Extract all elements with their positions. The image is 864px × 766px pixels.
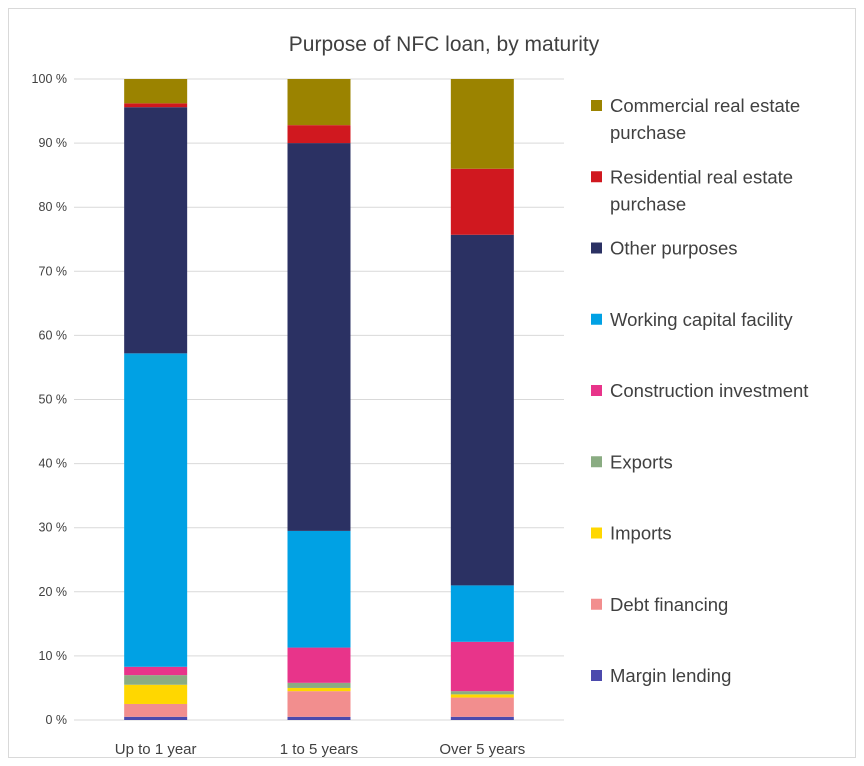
y-tick-label: 100 % [32,72,67,86]
bar-segment [450,716,514,720]
y-tick-label: 80 % [39,200,68,214]
bar-segment [450,694,514,698]
bar-segment [124,666,188,676]
legend-swatch [591,100,602,111]
bar-segment [287,79,351,126]
legend-label: Residential real estate purchase [610,166,793,214]
legend-label: Other purposes [610,238,738,259]
x-tick-label: 1 to 5 years [280,741,358,758]
legend-label: Exports [610,451,673,472]
legend-swatch [591,171,602,183]
bar-segment [124,675,188,685]
bar-segment [124,353,188,667]
bar-segment [450,691,514,695]
legend-swatch [591,385,602,396]
legend-swatch [591,670,602,681]
y-tick-label: 50 % [39,393,68,407]
bar-segment [124,716,188,720]
bar-segment [450,79,514,169]
legend-swatch [591,456,602,468]
y-tick-label: 0 % [45,713,67,727]
bar-segment [450,234,514,586]
bar-segment [124,103,188,108]
y-tick-label: 10 % [39,649,68,663]
bar-segment [287,691,351,717]
legend-label: Imports [610,523,672,544]
chart-frame: Purpose of NFC loan, by maturity 0 % 10 %… [8,8,856,758]
legend-swatch [591,527,602,539]
bar-stack [450,79,514,720]
bar-segment [124,703,188,717]
legend: Commercial real estate purchase Residentia… [591,95,808,686]
bar-segment [287,682,351,688]
bars [124,79,514,720]
y-axis-ticks: 0 % 10 % 20 % 30 % 40 % 50 % 60 % 70 % 80 % 90 % 1… [32,72,67,727]
y-tick-label: 90 % [39,136,68,150]
chart-title: Purpose of NFC loan, by maturity [289,33,600,56]
bar-segment [450,168,514,235]
legend-swatch [591,313,602,325]
legend-label: Commercial real estate purchase [610,95,800,143]
bar-segment [287,687,351,692]
stacked-bar-chart: Purpose of NFC loan, by maturity 0 % 10 %… [32,33,809,758]
legend-label: Construction investment [610,380,808,401]
bar-segment [124,684,188,704]
y-tick-label: 70 % [39,264,68,278]
y-tick-label: 20 % [39,585,68,599]
y-tick-label: 40 % [39,457,68,471]
x-tick-label: Up to 1 year [115,741,197,758]
x-tick-label: Over 5 years [439,741,525,758]
legend-swatch [591,598,602,610]
bar-segment [124,107,188,354]
bar-segment [450,697,514,717]
bar-segment [287,530,351,648]
bar-segment [287,647,351,683]
bar-segment [450,641,514,692]
bar-segment [287,125,351,144]
bar-segment [287,716,351,720]
bar-stack [124,79,188,720]
bar-segment [450,585,514,642]
bar-stack [287,79,351,720]
y-tick-label: 30 % [39,521,68,535]
legend-label: Working capital facility [610,309,793,330]
legend-label: Margin lending [610,665,731,686]
legend-swatch [591,242,602,254]
legend-label: Debt financing [610,594,728,615]
x-axis-ticks: Up to 1 year 1 to 5 years Over 5 years [115,741,525,758]
bar-segment [287,143,351,531]
y-tick-label: 60 % [39,328,68,342]
bar-segment [124,79,188,104]
